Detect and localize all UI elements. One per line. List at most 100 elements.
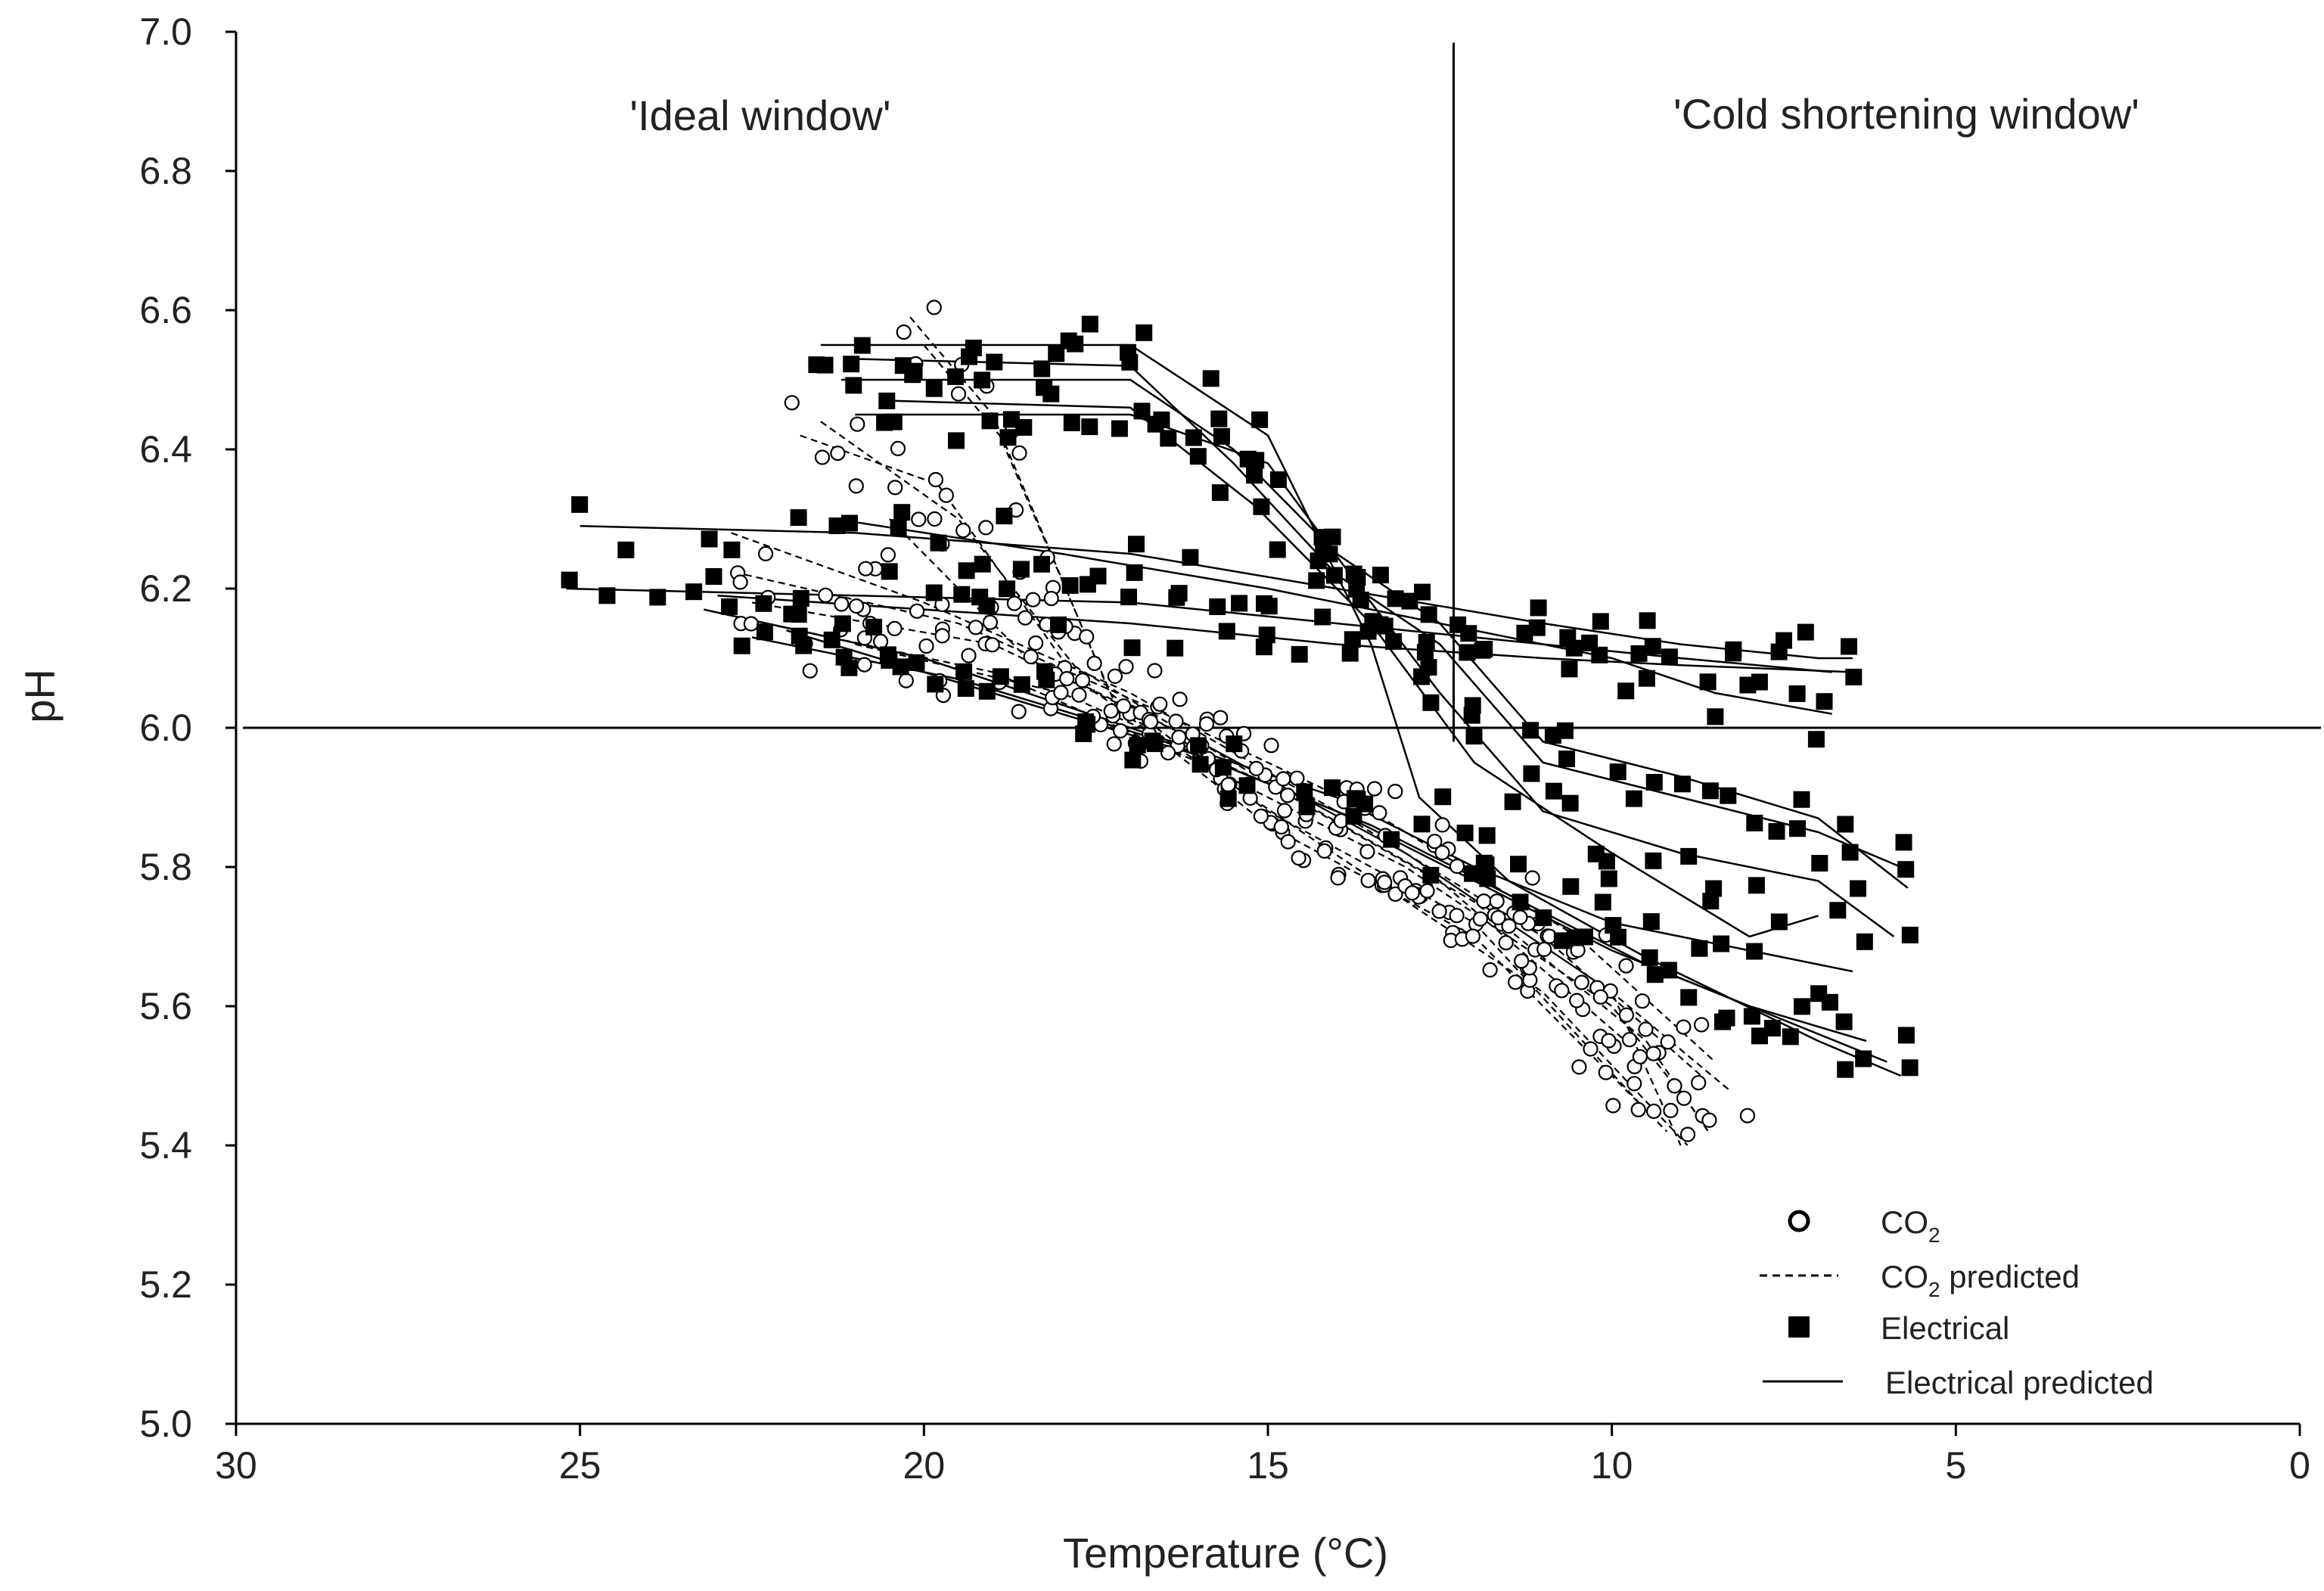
- electrical-point: [890, 519, 907, 536]
- electrical-point: [792, 589, 809, 607]
- electrical-point: [1782, 1028, 1799, 1046]
- co2-point: [1086, 655, 1102, 672]
- electrical-point: [1298, 798, 1316, 816]
- co2-point: [1645, 1046, 1661, 1061]
- electrical-point: [1714, 1013, 1731, 1030]
- co2-point: [968, 620, 983, 635]
- electrical-point: [1725, 641, 1742, 658]
- co2-point: [1330, 870, 1346, 886]
- y-tick-label: 6.0: [139, 707, 192, 749]
- co2-point: [1621, 1032, 1638, 1048]
- electrical-point: [1192, 756, 1209, 773]
- co2-point: [1171, 729, 1187, 745]
- co2-point: [1618, 1007, 1634, 1023]
- co2-point: [1213, 710, 1229, 726]
- electrical-point: [1850, 880, 1866, 897]
- electrical-point: [999, 580, 1016, 598]
- co2-point: [1571, 1059, 1587, 1075]
- y-tick-label: 5.6: [139, 985, 192, 1027]
- electrical-point: [1630, 645, 1648, 662]
- co2-point: [1630, 1102, 1646, 1117]
- electrical-point: [1829, 902, 1847, 919]
- x-tick-label: 15: [1247, 1444, 1289, 1487]
- co2-point: [1198, 716, 1215, 732]
- co2-point: [1387, 886, 1403, 902]
- electrical-point: [1699, 673, 1717, 691]
- co2-point: [1632, 1049, 1648, 1064]
- legend-electrical-label: Electrical: [1881, 1310, 2009, 1346]
- co2-point: [1280, 834, 1296, 850]
- co2-point: [1279, 788, 1296, 803]
- co2-point: [909, 603, 925, 619]
- electrical-point: [1705, 880, 1723, 897]
- electrical-predicted-curve: [820, 343, 1902, 1077]
- co2-point: [1276, 803, 1293, 819]
- electrical-predicted-curve: [834, 517, 1832, 715]
- electrical-point: [1414, 583, 1431, 601]
- electrical-point: [955, 663, 973, 680]
- electrical-point: [1033, 360, 1051, 378]
- co2-point: [926, 300, 942, 315]
- co2-predicted-curve: [765, 622, 1695, 1111]
- co2-point: [911, 511, 927, 527]
- electrical-point: [1642, 913, 1660, 931]
- legend-co2-label: CO2: [1881, 1204, 1940, 1247]
- electrical-point: [1776, 632, 1792, 649]
- co2-point: [1583, 1041, 1599, 1057]
- co2-point: [1507, 974, 1524, 990]
- co2-point: [1248, 760, 1264, 777]
- electrical-point: [755, 595, 772, 612]
- x-axis-title: Temperature (°C): [1063, 1529, 1388, 1577]
- electrical-point: [1231, 595, 1248, 612]
- electrical-point: [1253, 498, 1270, 515]
- electrical-predicted-curve: [786, 629, 1887, 1063]
- electrical-point: [1075, 725, 1092, 742]
- electrical-point: [783, 605, 800, 623]
- electrical-point: [1646, 966, 1664, 983]
- electrical-point: [986, 353, 1003, 371]
- electrical-point: [1901, 926, 1919, 943]
- electrical-point: [1841, 844, 1859, 861]
- y-tick-label: 6.6: [139, 289, 192, 331]
- co2-point: [1514, 953, 1530, 969]
- y-tick-label: 6.2: [139, 567, 192, 610]
- electrical-point: [930, 534, 947, 552]
- electrical-point: [1556, 722, 1574, 739]
- electrical-point: [823, 631, 840, 648]
- co2-point: [1404, 885, 1420, 901]
- electrical-point: [1460, 625, 1477, 642]
- co2-point: [887, 620, 903, 637]
- electrical-point: [1609, 763, 1626, 781]
- co2-point: [1025, 592, 1041, 608]
- co2-point: [1739, 1108, 1755, 1123]
- electrical-point: [1385, 632, 1402, 650]
- co2-point: [1431, 903, 1447, 919]
- electrical-point: [1160, 430, 1177, 447]
- co2-point: [1023, 648, 1039, 665]
- electrical-point: [885, 413, 903, 430]
- x-tick-label: 30: [215, 1444, 257, 1487]
- electrical-point: [1209, 598, 1226, 615]
- co2-point: [1142, 713, 1159, 730]
- electrical-point: [1794, 998, 1810, 1015]
- co2-point: [1071, 687, 1087, 703]
- electrical-predicted-curve: [855, 358, 1902, 869]
- co2-point: [834, 596, 850, 612]
- electrical-point: [1837, 816, 1854, 833]
- electrical-point: [1269, 471, 1287, 488]
- co2-point: [1263, 738, 1279, 754]
- electrical-predicted-curve: [751, 636, 1867, 1043]
- electrical-point: [1238, 777, 1256, 794]
- electrical-point: [1111, 420, 1128, 437]
- electrical-point: [953, 586, 971, 603]
- electrical-point: [1821, 993, 1838, 1011]
- electrical-point: [1219, 790, 1237, 807]
- x-tick-label: 5: [1945, 1444, 1966, 1487]
- co2-point: [1498, 934, 1514, 951]
- electrical-point: [1401, 592, 1418, 610]
- co2-point: [1079, 629, 1095, 645]
- co2-point: [1638, 1021, 1654, 1037]
- co2-point: [961, 648, 977, 663]
- electrical-point: [1167, 639, 1184, 657]
- y-tick-label: 5.4: [139, 1124, 192, 1167]
